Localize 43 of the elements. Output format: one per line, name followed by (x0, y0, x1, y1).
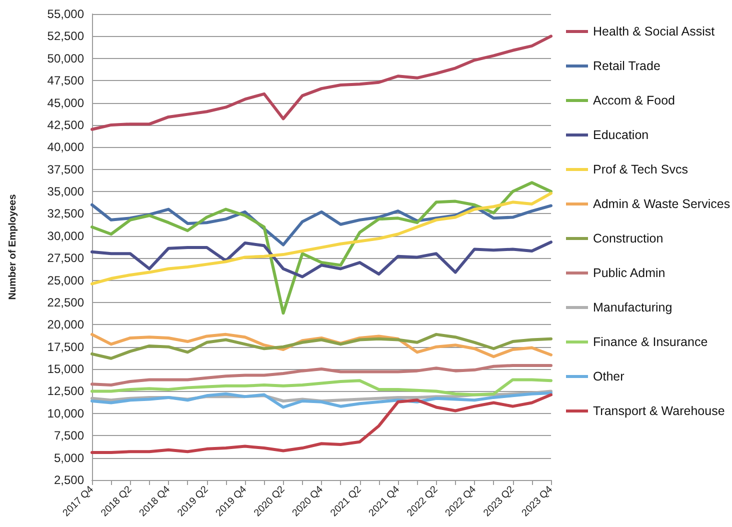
line-series (90, 378, 552, 396)
y-tick-label: 17,500 (47, 340, 84, 354)
y-tick-label: 12,500 (47, 384, 84, 398)
legend-label: Prof & Tech Svcs (593, 162, 688, 176)
y-tick-label: 7,500 (54, 428, 84, 443)
legend-label: Accom & Food (593, 94, 676, 108)
legend-label: Education (593, 128, 649, 142)
line-series (90, 181, 552, 315)
legend-label: Other (593, 370, 624, 384)
y-tick-label: 40,000 (47, 140, 84, 154)
y-tick-label: 55,000 (47, 7, 84, 21)
y-tick-label: 47,500 (47, 74, 84, 88)
y-tick-label: 2,500 (54, 473, 84, 487)
y-tick-label: 45,000 (47, 96, 84, 110)
y-tick-label: 5,000 (54, 450, 84, 465)
line-series (90, 240, 552, 278)
y-tick-label: 35,000 (47, 184, 84, 199)
y-axis-title: Number of Employees (8, 194, 18, 300)
y-tick-label: 37,500 (47, 162, 84, 176)
line-series (90, 392, 552, 409)
y-tick-label: 50,000 (47, 51, 84, 66)
legend-label: Admin & Waste Services (593, 197, 730, 211)
legend-label: Finance & Insurance (593, 335, 708, 349)
y-tick-label: 20,000 (47, 318, 84, 332)
y-tick-label: 25,000 (47, 273, 84, 288)
line-series (90, 364, 552, 387)
line-series (90, 192, 552, 286)
legend-label: Transport & Warehouse (593, 404, 725, 418)
y-tick-label: 32,500 (47, 206, 84, 221)
y-tick-label: 15,000 (47, 362, 84, 376)
y-tick-label: 52,500 (47, 29, 84, 44)
y-tick-label: 10,000 (47, 406, 84, 420)
y-tick-label: 42,500 (47, 118, 84, 132)
legend-label: Manufacturing (593, 300, 672, 314)
y-tick-label: 30,000 (47, 228, 84, 243)
legend-label: Public Admin (593, 266, 666, 280)
y-tick-label: 27,500 (47, 251, 84, 266)
legend-label: Health & Social Assist (593, 24, 716, 38)
line-series (90, 393, 552, 454)
legend-label: Construction (593, 232, 664, 246)
line-series (90, 34, 552, 131)
legend-label: Retail Trade (593, 59, 660, 73)
y-tick-label: 22,500 (47, 295, 84, 310)
